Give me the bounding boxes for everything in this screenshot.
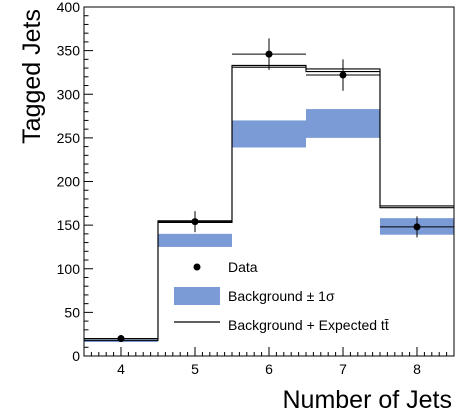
y-tick-label-100: 100 [57,261,81,277]
legend-band-swatch [174,287,220,305]
legend-data-label: Data [228,259,258,275]
legend-band-label: Background ± 1σ [228,288,335,304]
x-tick-label-4: 4 [117,361,125,377]
legend-line-label: Background + Expected tt̄ [228,317,389,333]
x-tick-label-8: 8 [413,361,421,377]
data-point-6 [266,51,273,58]
y-axis-ticks: 0 50 100 150 200 250 300 350 400 [57,0,93,364]
x-axis-ticks: 4 5 6 7 8 [84,347,454,377]
y-tick-label-300: 300 [57,86,81,102]
legend: Data Background ± 1σ Background + Expect… [174,259,389,333]
y-tick-label-400: 400 [57,0,81,15]
y-tick-label-200: 200 [57,174,81,190]
y-tick-label-50: 50 [64,304,80,320]
band-bin-5 [158,234,232,247]
y-tick-label-350: 350 [57,43,81,59]
data-point-7 [340,72,347,79]
x-tick-label-5: 5 [191,361,199,377]
x-tick-label-6: 6 [265,361,273,377]
band-bin-7 [306,109,380,138]
x-tick-label-7: 7 [339,361,347,377]
y-tick-label-250: 250 [57,130,81,146]
background-band-layer [84,109,454,342]
data-point-8 [414,223,421,230]
legend-data-marker [194,264,201,271]
data-point-5 [192,218,199,225]
x-axis-title: Number of Jets [282,386,452,413]
y-tick-label-150: 150 [57,217,81,233]
y-tick-label-0: 0 [72,348,80,364]
data-point-4 [118,335,125,342]
band-bin-6 [232,120,306,147]
y-axis-title: Tagged Jets [18,9,46,144]
